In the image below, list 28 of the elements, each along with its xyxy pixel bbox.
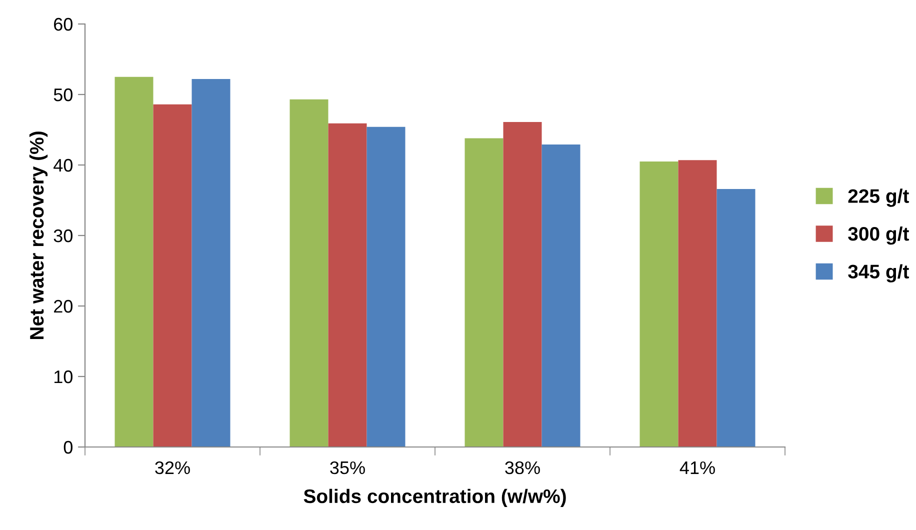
- bar: [366, 126, 406, 447]
- x-tick-label: 32%: [155, 461, 190, 474]
- legend-label: 300 g/t: [848, 226, 909, 245]
- x-tick-label: 35%: [330, 461, 365, 474]
- x-tick-label: 38%: [505, 461, 540, 474]
- bar: [464, 138, 504, 447]
- bar: [678, 160, 717, 447]
- y-tick-label: 50: [54, 88, 72, 102]
- y-tick-label: 30: [54, 229, 72, 242]
- y-tick-label: 10: [54, 370, 72, 384]
- bar: [503, 122, 542, 447]
- y-tick-label: 20: [54, 300, 72, 313]
- legend-label: 345 g/t: [848, 264, 909, 282]
- legend-label: 225 g/t: [848, 188, 909, 207]
- bar: [192, 78, 230, 447]
- bar: [114, 76, 154, 447]
- bar: [716, 188, 756, 447]
- x-tick-label: 41%: [680, 461, 715, 474]
- x-axis-title: Solids concentration (w/w%): [304, 488, 566, 507]
- bar: [542, 144, 580, 447]
- y-tick-label: 0: [64, 440, 72, 454]
- y-tick-label: 60: [54, 18, 72, 31]
- y-axis-title: Net water recovery (%): [29, 132, 48, 340]
- bar: [328, 123, 367, 447]
- bar: [290, 99, 328, 447]
- y-tick-label: 40: [54, 158, 72, 172]
- bar: [153, 104, 192, 447]
- bar: [640, 161, 678, 447]
